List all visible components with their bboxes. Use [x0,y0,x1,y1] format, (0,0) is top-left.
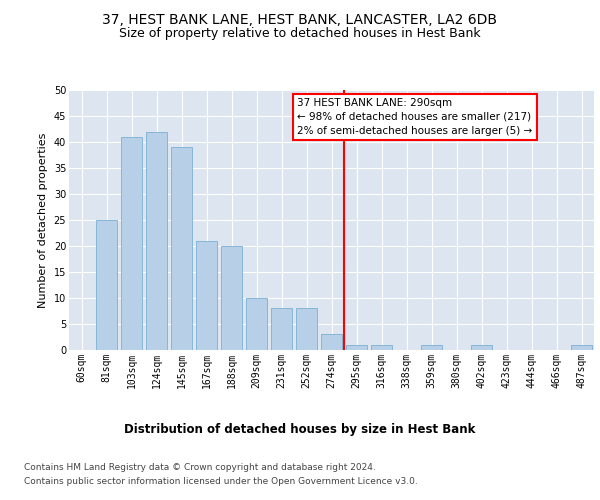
Bar [471,345,492,350]
Text: Contains public sector information licensed under the Open Government Licence v3: Contains public sector information licen… [24,478,418,486]
Text: Distribution of detached houses by size in Hest Bank: Distribution of detached houses by size … [124,422,476,436]
Bar [121,137,142,350]
Text: 37 HEST BANK LANE: 290sqm
← 98% of detached houses are smaller (217)
2% of semi-: 37 HEST BANK LANE: 290sqm ← 98% of detac… [298,98,533,136]
Bar [421,345,442,350]
Bar [246,298,267,350]
Bar [571,345,592,350]
Bar [346,345,367,350]
Text: Contains HM Land Registry data © Crown copyright and database right 2024.: Contains HM Land Registry data © Crown c… [24,462,376,471]
Y-axis label: Number of detached properties: Number of detached properties [38,132,48,308]
Bar [146,132,167,350]
Bar [296,308,317,350]
Text: Size of property relative to detached houses in Hest Bank: Size of property relative to detached ho… [119,28,481,40]
Bar [321,334,342,350]
Bar [171,147,192,350]
Bar [271,308,292,350]
Bar [96,220,117,350]
Text: 37, HEST BANK LANE, HEST BANK, LANCASTER, LA2 6DB: 37, HEST BANK LANE, HEST BANK, LANCASTER… [103,12,497,26]
Bar [196,241,217,350]
Bar [371,345,392,350]
Bar [221,246,242,350]
